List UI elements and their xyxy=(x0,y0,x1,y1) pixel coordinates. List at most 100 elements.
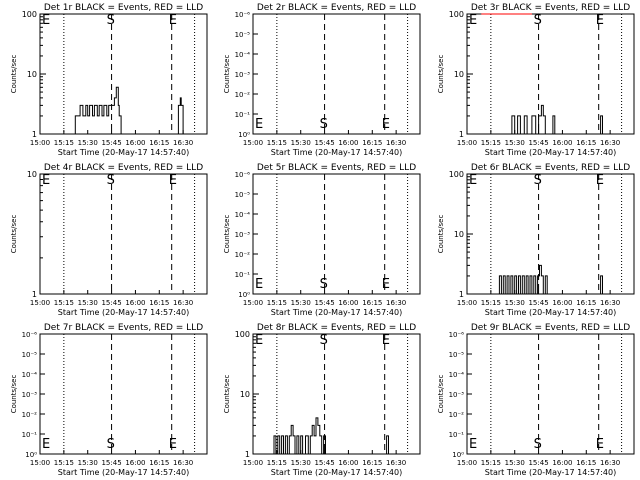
panel-det-9: Det 9r BLACK = Events, RED = LLD E S E 15:00… xyxy=(437,323,635,477)
x-tick-label: 15:45 xyxy=(528,299,548,307)
y-tick-label: 100 xyxy=(22,10,37,19)
panel-title: Det 6r BLACK = Events, RED = LLD xyxy=(471,163,630,173)
y-tick-label: 10⁻⁶ xyxy=(22,331,38,339)
y-tick-label: 10⁻² xyxy=(449,411,465,419)
y-tick-label: 10⁻³ xyxy=(235,231,251,239)
y-tick-label: 10 xyxy=(27,170,37,179)
y-axis-label: Counts/sec xyxy=(223,215,231,254)
x-tick-label: 16:15 xyxy=(149,139,169,147)
x-tick-label: 16:15 xyxy=(576,139,596,147)
y-tick-label: 10⁰ xyxy=(452,451,464,459)
x-axis-label: Start Time (20-May-17 14:57:40) xyxy=(58,148,189,157)
marker-label: E xyxy=(42,13,50,28)
x-tick-label: 16:00 xyxy=(125,299,145,307)
marker-label: E xyxy=(382,333,390,348)
x-tick-label: 15:30 xyxy=(78,139,98,147)
y-tick-label: 10⁻¹ xyxy=(449,431,465,439)
marker-label: S xyxy=(534,13,542,28)
x-tick-label: 16:30 xyxy=(386,139,406,147)
marker-label: S xyxy=(534,437,542,452)
x-tick-label: 15:15 xyxy=(481,299,501,307)
marker-label: E xyxy=(169,13,177,28)
x-axis-label: Start Time (20-May-17 14:57:40) xyxy=(271,148,402,157)
x-tick-label: 15:30 xyxy=(78,299,98,307)
series-line xyxy=(497,264,603,295)
y-tick-label: 10 xyxy=(240,390,250,399)
x-axis-label: Start Time (20-May-17 14:57:40) xyxy=(485,308,616,317)
y-tick-label: 10⁻¹ xyxy=(235,271,251,279)
panel-det-5: Det 5r BLACK = Events, RED = LLD E S E 15:00… xyxy=(223,163,421,317)
y-tick-label: 10⁻⁵ xyxy=(235,31,251,39)
x-tick-label: 16:30 xyxy=(600,139,620,147)
y-axis-label: Counts/sec xyxy=(10,375,18,414)
marker-label: E xyxy=(255,117,263,132)
panel-title: Det 9r BLACK = Events, RED = LLD xyxy=(471,323,630,333)
x-tick-label: 15:15 xyxy=(481,459,501,467)
x-tick-label: 16:30 xyxy=(600,299,620,307)
x-tick-label: 15:30 xyxy=(505,459,525,467)
marker-label: E xyxy=(469,13,477,28)
plot-frame xyxy=(466,173,635,295)
marker-label: E xyxy=(42,437,50,452)
y-tick-label: 10⁻¹ xyxy=(22,431,38,439)
x-tick-label: 15:45 xyxy=(314,459,334,467)
marker-label: S xyxy=(107,13,115,28)
panel-title: Det 3r BLACK = Events, RED = LLD xyxy=(471,3,630,13)
marker-label: E xyxy=(382,277,390,292)
marker-label: E xyxy=(42,173,50,188)
y-axis-label: Counts/sec xyxy=(437,55,445,94)
x-tick-label: 16:00 xyxy=(338,299,358,307)
x-tick-label: 16:00 xyxy=(338,459,358,467)
y-tick-label: 10⁻⁴ xyxy=(235,51,251,59)
y-tick-label: 10⁻² xyxy=(235,91,251,99)
marker-label: E xyxy=(596,437,604,452)
y-tick-label: 10⁻³ xyxy=(22,391,38,399)
marker-label: S xyxy=(107,437,115,452)
plot-frame xyxy=(252,13,421,135)
x-tick-label: 15:00 xyxy=(457,139,477,147)
x-tick-label: 15:00 xyxy=(30,139,50,147)
plot-frame xyxy=(39,333,208,455)
panel-title: Det 1r BLACK = Events, RED = LLD xyxy=(44,3,203,13)
y-tick-label: 10⁻¹ xyxy=(235,111,251,119)
x-tick-label: 15:00 xyxy=(30,299,50,307)
y-tick-label: 1 xyxy=(32,290,37,299)
x-tick-label: 15:15 xyxy=(54,299,74,307)
x-tick-label: 16:15 xyxy=(362,139,382,147)
x-axis-label: Start Time (20-May-17 14:57:40) xyxy=(485,148,616,157)
x-tick-label: 16:30 xyxy=(600,459,620,467)
y-tick-label: 10 xyxy=(27,70,37,79)
marker-label: S xyxy=(320,117,328,132)
y-tick-label: 10 xyxy=(454,230,464,239)
x-tick-label: 16:00 xyxy=(552,459,572,467)
marker-label: E xyxy=(596,173,604,188)
x-tick-label: 15:45 xyxy=(101,139,121,147)
x-tick-label: 16:00 xyxy=(338,139,358,147)
marker-label: S xyxy=(107,173,115,188)
x-axis-label: Start Time (20-May-17 14:57:40) xyxy=(58,468,189,477)
x-tick-label: 15:45 xyxy=(314,139,334,147)
x-tick-label: 15:15 xyxy=(267,299,287,307)
x-tick-label: 15:45 xyxy=(528,139,548,147)
series-line xyxy=(509,104,603,135)
x-tick-label: 15:00 xyxy=(457,459,477,467)
x-tick-label: 15:15 xyxy=(54,139,74,147)
x-tick-label: 16:00 xyxy=(125,139,145,147)
y-tick-label: 10⁻⁵ xyxy=(449,351,465,359)
panel-det-2: Det 2r BLACK = Events, RED = LLD E S E 15:00… xyxy=(223,3,421,157)
y-axis-label: Counts/sec xyxy=(437,375,445,414)
y-tick-label: 100 xyxy=(449,10,464,19)
y-tick-label: 10⁻⁵ xyxy=(235,191,251,199)
marker-label: E xyxy=(169,173,177,188)
y-tick-label: 1 xyxy=(459,290,464,299)
y-axis-label: Counts/sec xyxy=(437,215,445,254)
x-tick-label: 15:30 xyxy=(505,299,525,307)
y-tick-label: 10⁻⁴ xyxy=(449,371,465,379)
marker-label: E xyxy=(469,437,477,452)
x-tick-label: 16:30 xyxy=(173,139,193,147)
x-tick-label: 15:30 xyxy=(505,139,525,147)
